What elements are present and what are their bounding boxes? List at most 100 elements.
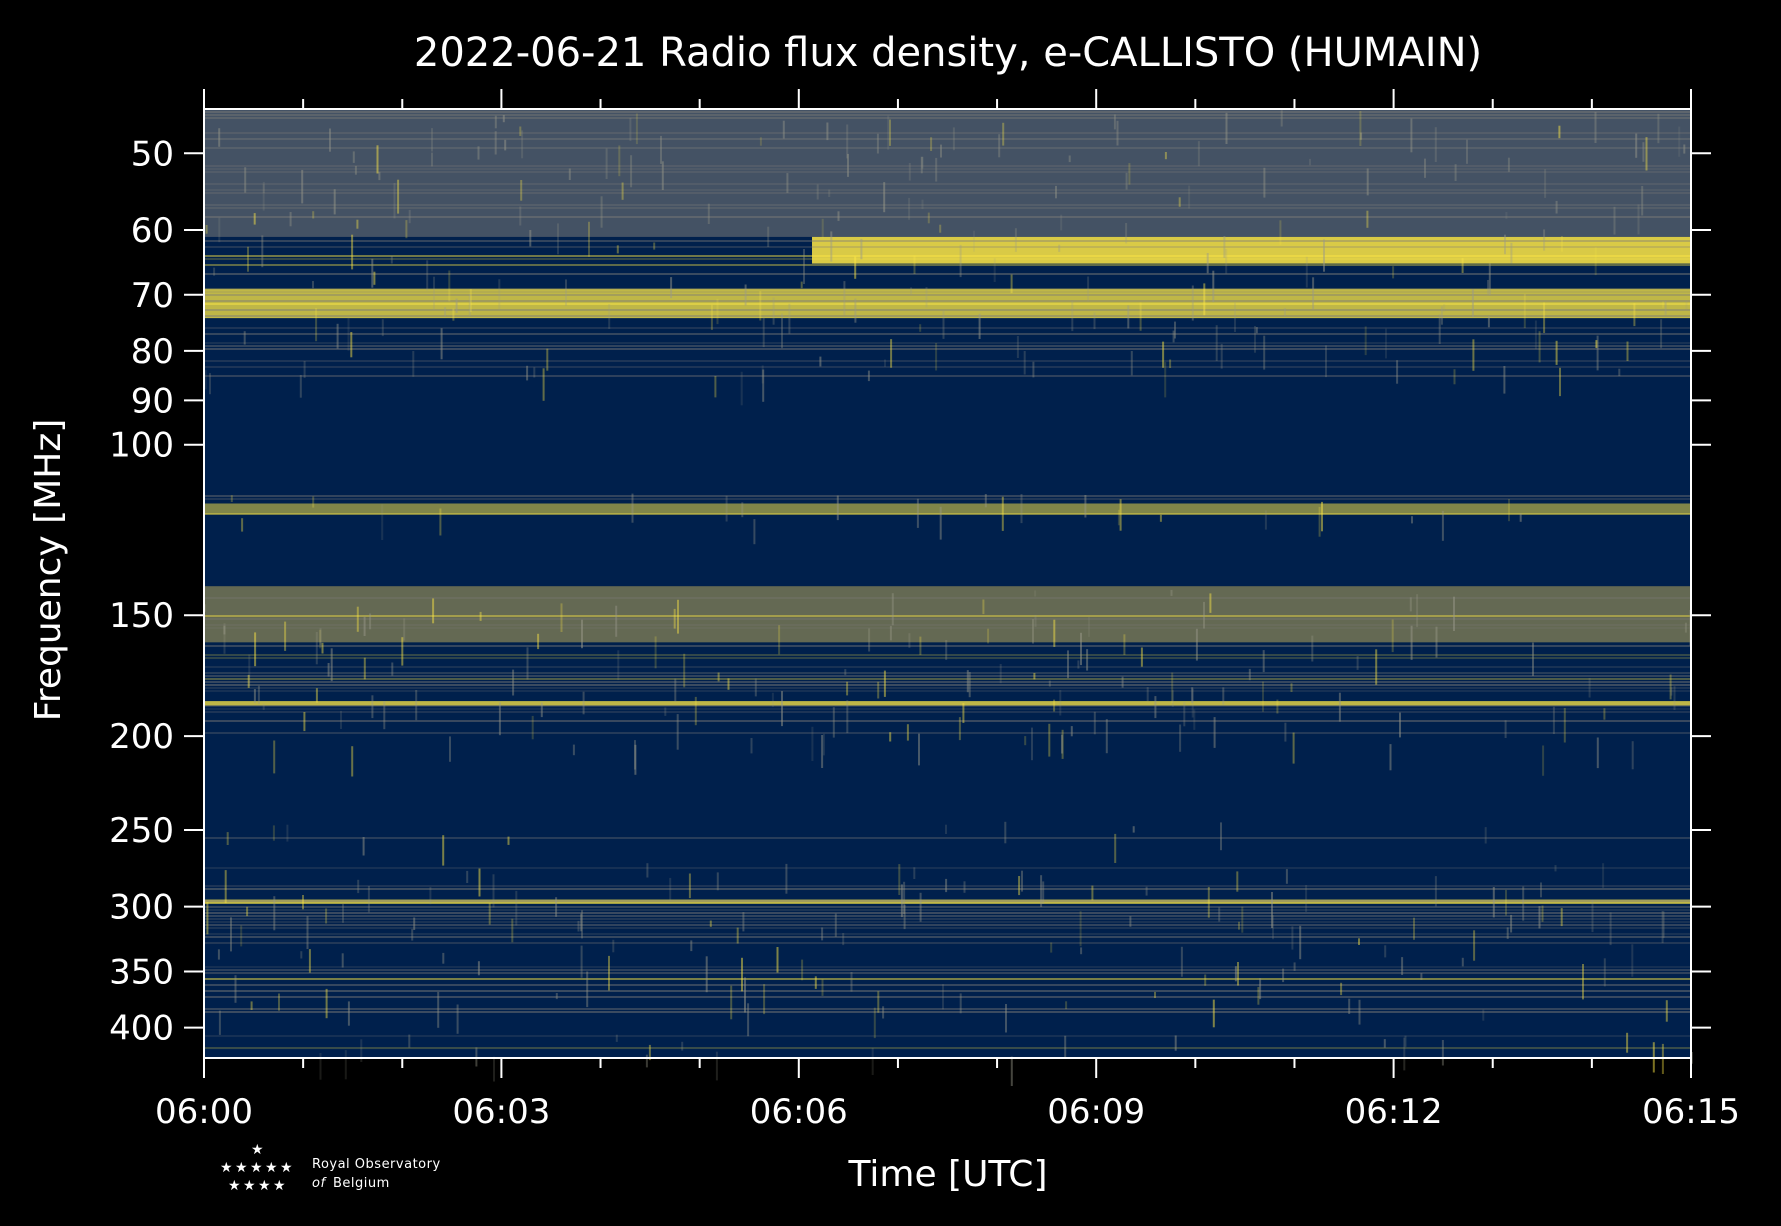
- noise-speck: [1055, 185, 1057, 199]
- noise-speck: [1132, 826, 1135, 833]
- noise-speck: [340, 710, 342, 729]
- noise-speck: [761, 365, 764, 384]
- noise-speck: [1020, 494, 1023, 524]
- noise-speck: [1389, 744, 1392, 771]
- noise-speck: [1279, 220, 1282, 245]
- noise-speck: [224, 870, 227, 904]
- noise-speck: [580, 945, 583, 978]
- noise-speck: [1541, 905, 1544, 922]
- noise-speck: [714, 376, 717, 398]
- noise-speck: [301, 169, 304, 204]
- noise-line: [204, 495, 1691, 497]
- noise-speck: [209, 373, 211, 395]
- noise-speck: [1254, 326, 1256, 353]
- noise-speck: [1164, 362, 1167, 398]
- noise-speck: [1555, 200, 1558, 214]
- noise-speck: [1212, 999, 1215, 1028]
- noise-line: [204, 165, 1691, 167]
- x-tick-label: 06:06: [750, 1092, 848, 1132]
- noise-speck: [512, 669, 515, 696]
- noise-speck: [919, 636, 922, 655]
- noise-speck: [494, 131, 497, 155]
- noise-speck: [999, 664, 1002, 684]
- noise-speck: [1582, 964, 1584, 1000]
- noise-speck: [744, 284, 747, 306]
- noise-speck: [333, 189, 336, 215]
- noise-line: [204, 921, 1691, 923]
- noise-speck: [1068, 155, 1071, 163]
- star-icon: ★: [228, 1178, 241, 1194]
- noise-speck: [577, 920, 580, 932]
- noise-line: [204, 1011, 1691, 1013]
- noise-speck: [1032, 619, 1034, 644]
- noise-speck: [218, 128, 221, 147]
- noise-speck: [1660, 319, 1663, 349]
- noise-speck: [526, 365, 529, 381]
- noise-speck: [615, 605, 618, 637]
- noise-speck: [630, 155, 633, 188]
- noise-speck: [898, 864, 901, 895]
- noise-speck: [1171, 690, 1174, 707]
- noise-speck: [1603, 708, 1606, 720]
- noise-speck: [1532, 642, 1534, 676]
- noise-speck: [664, 707, 667, 716]
- noise-speck: [1248, 668, 1251, 681]
- noise-speck: [262, 703, 265, 710]
- noise-speck: [1348, 998, 1351, 1014]
- noise-speck: [488, 903, 491, 925]
- noise-speck: [1220, 822, 1222, 851]
- y-tick-label: 70: [131, 276, 174, 316]
- noise-speck: [246, 906, 249, 917]
- noise-line: [204, 1047, 1691, 1049]
- noise-speck: [1523, 294, 1526, 329]
- noise-speck: [1010, 1056, 1013, 1086]
- noise-speck: [1411, 516, 1413, 524]
- noise-speck: [1441, 510, 1444, 541]
- noise-line: [204, 147, 1691, 149]
- noise-speck: [653, 242, 656, 250]
- noise-speck: [1067, 650, 1069, 679]
- noise-speck: [1645, 137, 1648, 171]
- noise-line: [204, 333, 1691, 335]
- noise-speck: [336, 323, 339, 349]
- noise-speck: [1424, 158, 1426, 178]
- noise-speck: [742, 912, 745, 932]
- noise-speck: [913, 255, 916, 274]
- noise-speck: [716, 872, 719, 891]
- noise-speck: [478, 868, 481, 897]
- noise-speck: [493, 1056, 495, 1082]
- star-icon: ★: [265, 1160, 278, 1176]
- noise-speck: [844, 669, 847, 676]
- noise-speck: [568, 168, 571, 180]
- noise-speck: [850, 972, 853, 992]
- noise-speck: [762, 317, 765, 348]
- noise-speck: [1162, 341, 1165, 368]
- noise-speck: [342, 903, 344, 923]
- noise-speck: [580, 913, 583, 932]
- noise-speck: [1262, 650, 1265, 673]
- noise-speck: [1236, 871, 1239, 892]
- noise-speck: [1140, 647, 1143, 667]
- noise-speck: [1538, 906, 1541, 929]
- noise-speck: [1505, 212, 1508, 220]
- noise-line: [204, 258, 1691, 260]
- noise-speck: [515, 890, 518, 926]
- noise-speck: [1290, 683, 1293, 692]
- noise-speck: [1206, 253, 1209, 274]
- noise-speck: [319, 1053, 322, 1080]
- noise-speck: [565, 279, 567, 306]
- noise-speck: [477, 961, 480, 976]
- noise-speck: [431, 128, 433, 152]
- noise-speck: [900, 884, 903, 918]
- noise-speck: [1559, 367, 1561, 397]
- noise-line: [204, 867, 1691, 869]
- noise-speck: [1492, 887, 1495, 918]
- noise-line: [204, 618, 1691, 620]
- noise-speck: [1263, 167, 1266, 198]
- noise-speck: [868, 628, 871, 652]
- noise-line: [204, 684, 1691, 686]
- spectrum-band: [204, 288, 1691, 319]
- noise-speck: [253, 213, 256, 225]
- noise-line: [204, 687, 1691, 689]
- noise-speck: [634, 744, 637, 775]
